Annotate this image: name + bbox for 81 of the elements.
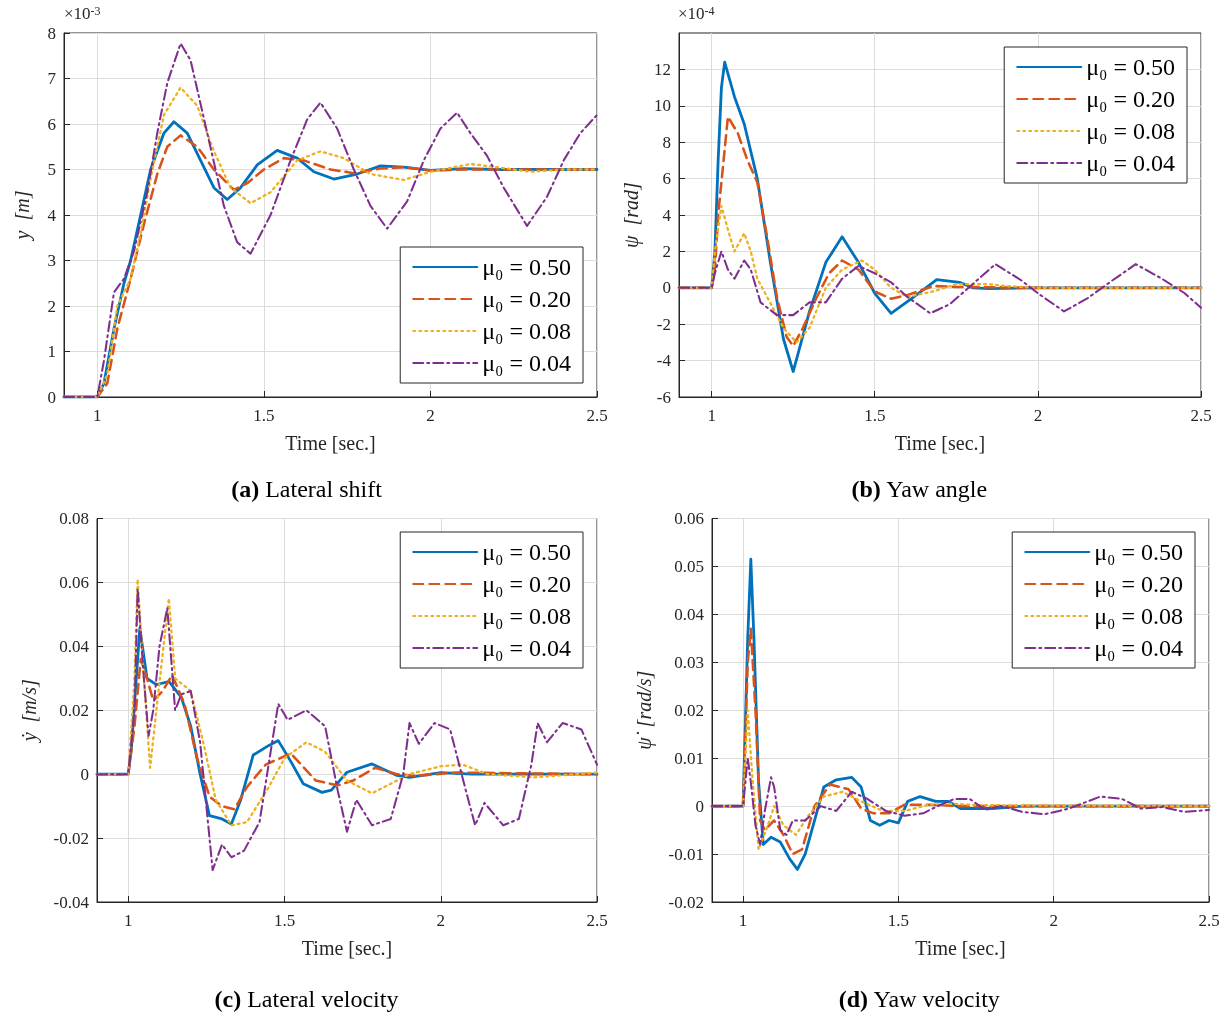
y-tick-label: 3 — [47, 251, 56, 270]
y-tick-label: 0.06 — [59, 572, 89, 592]
y-tick-label: 0 — [695, 796, 704, 816]
legend-label: μ₀ = 0.04 — [1086, 150, 1176, 176]
y-tick-label: 8 — [662, 132, 671, 152]
x-tick-label: 2 — [436, 911, 445, 930]
y-tick-label: 0.08 — [59, 509, 89, 528]
y-tick-label: -4 — [656, 351, 672, 371]
legend-label: μ₀ = 0.20 — [482, 571, 572, 597]
y-tick-label: 6 — [662, 169, 671, 189]
y-tick-label: 0.05 — [674, 556, 704, 576]
legend-label: μ₀ = 0.50 — [1086, 54, 1176, 80]
legend-label: μ₀ = 0.20 — [482, 286, 572, 312]
y-tick-label: 0 — [662, 278, 671, 298]
legend-label: μ₀ = 0.50 — [482, 539, 572, 565]
text: (b) Yaw angle — [851, 476, 988, 502]
y-tick-label: 1 — [47, 342, 56, 361]
text: (d) Yaw velocity — [838, 986, 1000, 1012]
y-tick-label: -0.01 — [668, 844, 704, 864]
y-tick-label: 0.04 — [674, 604, 705, 624]
legend-label: μ₀ = 0.08 — [482, 603, 572, 629]
legend-label: μ₀ = 0.04 — [482, 350, 572, 376]
text: (a) Lateral shift — [231, 476, 383, 502]
y-tick-label: 8 — [47, 23, 56, 43]
y-tick-label: -2 — [656, 314, 671, 334]
y-tick-label: 0.04 — [59, 636, 90, 656]
legend-label: μ₀ = 0.04 — [1094, 635, 1184, 661]
y-tick-label: 0.03 — [674, 652, 704, 672]
x-tick-label: 2 — [1033, 406, 1043, 425]
y-tick-label: 0.01 — [674, 748, 704, 768]
x-axis-title: Time [sec.] — [285, 432, 376, 454]
legend-label: μ₀ = 0.08 — [1086, 118, 1176, 144]
y-tick-label: 2 — [662, 241, 671, 261]
y-tick-label: 0.06 — [674, 509, 704, 528]
y-tick-label: 7 — [47, 69, 57, 88]
y-tick-label: -0.02 — [668, 892, 704, 912]
y-tick-label: 0.02 — [59, 700, 89, 720]
x-tick-label: 1.5 — [864, 406, 886, 425]
y-tick-label: 10 — [654, 96, 671, 116]
legend-label: μ₀ = 0.50 — [1094, 539, 1184, 565]
x-tick-label: 1 — [93, 406, 102, 425]
y-tick-label: 4 — [47, 205, 57, 225]
legend-label: μ₀ = 0.08 — [482, 318, 572, 344]
y-tick-label: -0.02 — [53, 828, 89, 848]
y-tick-label: 6 — [47, 114, 56, 134]
y-tick-label: 0 — [47, 387, 56, 407]
y-axis-title: ẏ [m/s] — [18, 679, 41, 744]
y-axis-title: ψ̇ [rad/s] — [633, 670, 656, 750]
x-tick-label: 2.5 — [1198, 911, 1220, 930]
x-tick-label: 1 — [707, 406, 716, 425]
y-tick-label: 2 — [47, 296, 56, 316]
line-series — [710, 757, 1211, 846]
x-axis-title: Time [sec.] — [915, 937, 1006, 959]
y-tick-label: 5 — [47, 160, 56, 179]
y-tick-label: 0 — [80, 764, 89, 784]
legend-label: μ₀ = 0.08 — [1094, 603, 1184, 629]
x-tick-label: 2 — [1049, 911, 1058, 930]
legend-label: μ₀ = 0.50 — [482, 254, 572, 280]
x-tick-label: 1.5 — [273, 911, 296, 930]
x-tick-label: 2 — [426, 406, 435, 425]
legend-label: μ₀ = 0.20 — [1094, 571, 1184, 597]
y-tick-label: 4 — [662, 205, 672, 225]
x-tick-label: 2.5 — [1190, 406, 1212, 425]
x-tick-label: 1 — [124, 911, 133, 930]
y-axis-title: y [m] — [11, 190, 34, 242]
y-tick-label: 12 — [654, 59, 671, 79]
x-tick-label: 2.5 — [586, 406, 608, 425]
x-axis-title: Time [sec.] — [894, 432, 986, 454]
line-series — [677, 250, 1203, 317]
legend-label: μ₀ = 0.20 — [1086, 86, 1176, 112]
text: (c) Lateral velocity — [214, 986, 399, 1012]
x-tick-label: 1.5 — [887, 911, 909, 930]
y-tick-label: 0.02 — [674, 700, 704, 720]
legend-label: μ₀ = 0.04 — [482, 635, 572, 661]
y-tick-label: -0.04 — [53, 892, 90, 912]
y-axis-title: ψ [rad] — [620, 182, 643, 248]
x-tick-label: 1 — [738, 911, 748, 930]
y-tick-label: -6 — [656, 387, 671, 407]
x-tick-label: 2.5 — [586, 911, 608, 930]
x-tick-label: 1.5 — [253, 406, 275, 425]
x-axis-title: Time [sec.] — [301, 937, 393, 959]
